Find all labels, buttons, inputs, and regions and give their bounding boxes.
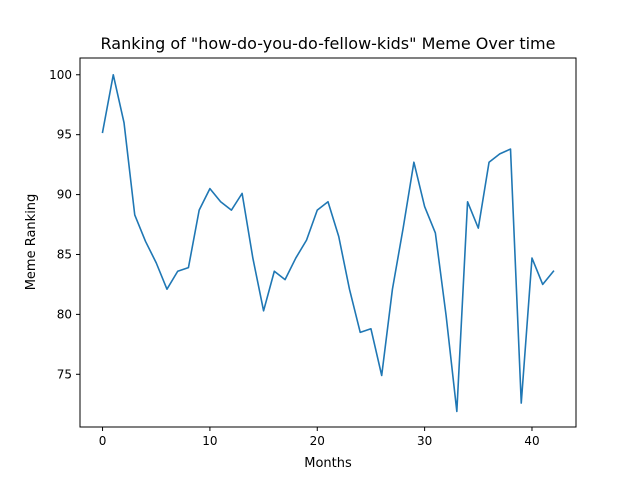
y-tick-label: 90 <box>57 188 72 202</box>
chart-title: Ranking of "how-do-you-do-fellow-kids" M… <box>101 34 556 53</box>
y-tick-label: 85 <box>57 247 72 261</box>
y-axis-label: Meme Ranking <box>24 194 39 291</box>
x-tick-label: 10 <box>202 434 217 448</box>
y-tick-label: 95 <box>57 128 72 142</box>
axis-ticks: 0 10 20 30 40 75 80 85 90 95 100 <box>49 68 540 448</box>
x-tick-label: 0 <box>99 434 107 448</box>
x-tick-label: 20 <box>310 434 325 448</box>
plot-area-frame <box>79 57 577 428</box>
x-axis-label: Months <box>304 456 352 471</box>
series-line <box>101 73 555 413</box>
y-tick-label: 80 <box>57 307 72 321</box>
y-tick-label: 100 <box>49 68 72 82</box>
x-tick-label: 30 <box>417 434 432 448</box>
x-tick-label: 40 <box>524 434 539 448</box>
y-tick-label: 75 <box>57 367 72 381</box>
